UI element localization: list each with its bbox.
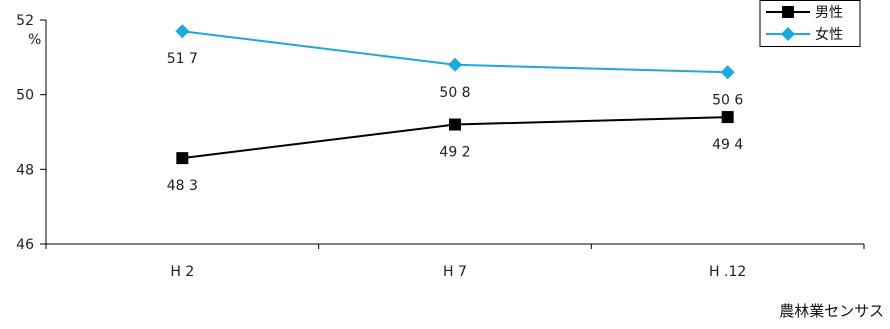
data-label: 49 4 [712,137,743,153]
data-label: 48 3 [167,178,198,194]
legend-marker-diamond [781,27,795,41]
y-tick-label: 46 [16,237,34,253]
y-tick-label: 48 [16,162,34,178]
data-point-diamond [720,65,735,80]
x-tick-label: H 7 [443,264,467,280]
legend-label: 男性 [815,5,843,21]
legend-label: 女性 [815,26,843,43]
data-label: 51 7 [167,51,198,67]
data-label: 50 8 [439,85,470,101]
data-label: 49 2 [439,145,470,161]
legend-marker-square [782,6,794,18]
data-label: 50 6 [712,92,743,108]
series-female: 51 7 50 8 50 6 [167,24,743,108]
source-note: 農林業センサス [779,302,884,320]
series-male: 48 3 49 2 49 4 [167,111,743,194]
x-tick-label: H .12 [709,264,746,280]
line-chart: 46 48 50 52 H 2 H 7 H .12 48 3 49 2 49 4 51 7 50 … [16,0,865,280]
y-tick-labels: 46 48 50 52 [16,13,34,253]
data-point-diamond [448,57,462,72]
data-point-square [449,118,461,131]
axes [40,19,865,249]
x-tick-labels: H 2 H 7 H .12 [170,264,746,280]
legend-item: 男性 [766,5,843,21]
y-tick-label: 50 [16,88,34,104]
legend-item: 女性 [766,26,843,43]
y-tick-label: 52 [16,13,34,29]
legend-box [759,0,861,47]
data-point-square [721,111,734,124]
data-point-square [176,152,189,165]
x-tick-label: H 2 [170,264,194,280]
data-point-diamond [175,24,190,39]
series-layer: 48 3 49 2 49 4 51 7 50 8 50 6 [167,24,743,194]
y-axis-unit-label: % [28,32,41,48]
